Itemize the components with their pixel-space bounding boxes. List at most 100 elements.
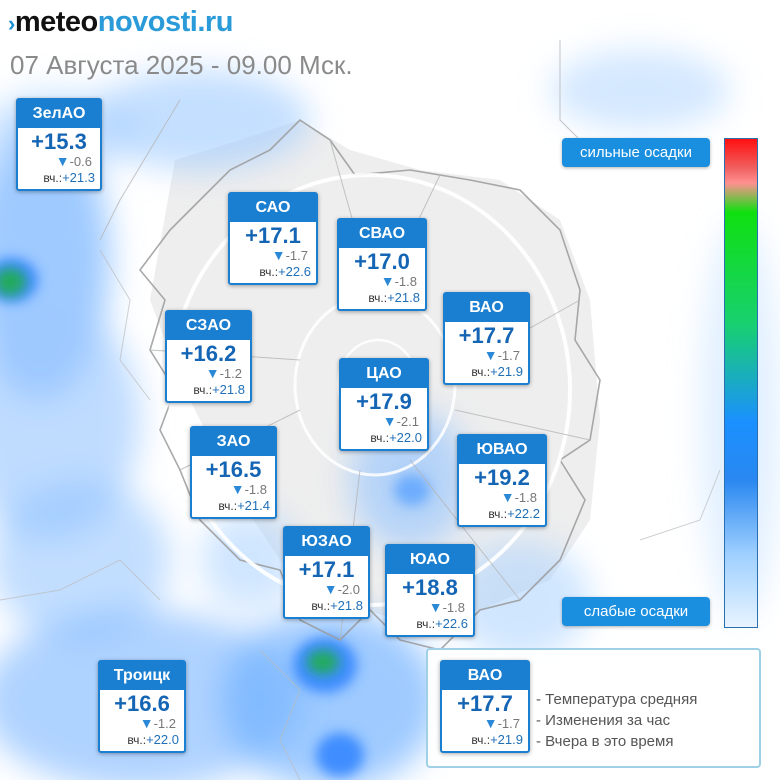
temperature-change: ▼-1.7 xyxy=(442,716,528,732)
legend-item-yesterday: - Вчера в это время xyxy=(536,733,674,750)
district-name: СЗАО xyxy=(167,312,250,340)
district-temperature: +16.6 xyxy=(114,691,170,716)
yesterday-value: +21.8 xyxy=(387,290,420,305)
logo-text-part2: novosti.ru xyxy=(97,6,234,38)
change-value: -1.8 xyxy=(442,600,465,615)
district-card-yuvao[interactable]: ЮВАО +19.2 ▼-1.8 вч.:+22.2 xyxy=(457,434,547,527)
change-value: -1.8 xyxy=(244,482,267,497)
down-arrow-icon: ▼ xyxy=(230,481,245,497)
yesterday-value: +22.2 xyxy=(507,506,540,521)
district-name: ЗелАО xyxy=(18,100,100,128)
yesterday-value: +21.4 xyxy=(237,498,270,513)
change-value: -1.7 xyxy=(497,348,520,363)
district-temperature: +15.3 xyxy=(31,129,87,154)
yesterday-temperature: вч.:+21.8 xyxy=(339,289,425,309)
district-name: СВАО xyxy=(339,220,425,248)
temperature-change: ▼-0.6 xyxy=(18,154,100,170)
change-value: -1.7 xyxy=(285,248,308,263)
down-arrow-icon: ▼ xyxy=(382,413,397,429)
district-card-troitsk[interactable]: Троицк +16.6 ▼-1.2 вч.:+22.0 xyxy=(98,660,186,753)
yesterday-label: вч.: xyxy=(416,617,436,631)
district-temperature: +17.1 xyxy=(245,223,301,248)
district-card-zelao[interactable]: ЗелАО +15.3 ▼-0.6 вч.:+21.3 xyxy=(16,98,102,191)
district-name: ЮАО xyxy=(387,546,473,574)
district-card-yuzao[interactable]: ЮЗАО +17.1 ▼-2.0 вч.:+21.8 xyxy=(283,526,370,619)
temperature-change: ▼-2.0 xyxy=(285,582,368,598)
yesterday-label: вч.: xyxy=(218,499,238,513)
change-value: -2.0 xyxy=(337,582,360,597)
yesterday-temperature: вч.:+22.6 xyxy=(387,615,473,635)
district-name: САО xyxy=(230,194,316,222)
yesterday-temperature: вч.:+21.4 xyxy=(192,497,275,517)
yesterday-temperature: вч.:+22.2 xyxy=(459,505,545,525)
district-card-szao[interactable]: СЗАО +16.2 ▼-1.2 вч.:+21.8 xyxy=(165,310,252,403)
temperature-change: ▼-1.7 xyxy=(445,347,528,364)
district-name: ЗАО xyxy=(192,428,275,456)
district-card-vao[interactable]: ВАО +17.7 ▼-1.7 вч.:+21.9 xyxy=(443,292,530,385)
yesterday-value: +21.3 xyxy=(62,170,95,185)
temperature-change: ▼-1.2 xyxy=(167,365,250,382)
temperature-change: ▼-1.8 xyxy=(339,273,425,290)
site-logo[interactable]: ›meteonovosti.ru xyxy=(8,6,233,39)
down-arrow-icon: ▼ xyxy=(205,365,220,381)
yesterday-label: вч.: xyxy=(368,291,388,305)
district-card-zao[interactable]: ЗАО +16.5 ▼-1.8 вч.:+21.4 xyxy=(190,426,277,519)
yesterday-temperature: вч.:+21.8 xyxy=(167,381,250,401)
temperature-change: ▼-1.8 xyxy=(387,599,473,616)
yesterday-temperature: вч.:+22.6 xyxy=(230,263,316,283)
yesterday-label: вч.: xyxy=(488,507,508,521)
legend-box: ВАО +17.7 ▼-1.7 вч.:+21.9 - Температура … xyxy=(426,648,761,768)
change-value: -1.7 xyxy=(497,716,520,731)
district-name: ЦАО xyxy=(341,360,427,388)
down-arrow-icon: ▼ xyxy=(483,347,498,363)
district-card-cao[interactable]: ЦАО +17.9 ▼-2.1 вч.:+22.0 xyxy=(339,358,429,451)
yesterday-label: вч.: xyxy=(471,733,491,747)
outer-borders xyxy=(0,249,721,780)
district-temperature: +16.2 xyxy=(180,341,237,366)
district-name: Троицк xyxy=(100,662,184,690)
district-card-yuao[interactable]: ЮАО +18.8 ▼-1.8 вч.:+22.6 xyxy=(385,544,475,637)
moscow-boundary xyxy=(138,118,601,651)
district-card-sao[interactable]: САО +17.1 ▼-1.7 вч.:+22.6 xyxy=(228,192,318,285)
forecast-datetime: 07 Августа 2025 - 09.00 Мск. xyxy=(10,50,353,80)
logo-mark: › xyxy=(8,11,15,36)
district-temperature: +17.7 xyxy=(458,323,515,348)
change-value: -1.2 xyxy=(219,366,242,381)
down-arrow-icon: ▼ xyxy=(139,715,154,731)
temperature-change: ▼-2.1 xyxy=(341,413,427,430)
yesterday-temperature: вч.:+22.0 xyxy=(341,429,427,449)
yesterday-label: вч.: xyxy=(43,171,63,185)
yesterday-label: вч.: xyxy=(127,733,147,747)
yesterday-label: вч.: xyxy=(370,431,390,445)
down-arrow-icon: ▼ xyxy=(271,247,286,263)
yesterday-temperature: вч.:+21.8 xyxy=(285,597,368,617)
temperature-change: ▼-1.7 xyxy=(230,247,316,264)
legend-sample-card: ВАО +17.7 ▼-1.7 вч.:+21.9 xyxy=(440,660,530,753)
scale-label-weak: слабые осадки xyxy=(562,597,710,626)
yesterday-label: вч.: xyxy=(259,265,279,279)
yesterday-temperature: вч.:+21.3 xyxy=(18,169,100,189)
yesterday-temperature: вч.:+22.0 xyxy=(100,731,184,751)
district-card-svao[interactable]: СВАО +17.0 ▼-1.8 вч.:+21.8 xyxy=(337,218,427,311)
precipitation-scale-bar xyxy=(724,138,758,628)
change-value: -1.2 xyxy=(153,716,176,731)
change-value: -0.6 xyxy=(69,154,92,169)
district-temperature: +19.2 xyxy=(474,465,530,490)
district-name: ВАО xyxy=(442,662,528,690)
yesterday-value: +21.8 xyxy=(330,598,363,613)
change-value: -1.8 xyxy=(514,490,537,505)
scale-label-strong: сильные осадки xyxy=(562,138,710,167)
yesterday-temperature: вч.:+21.9 xyxy=(445,363,528,383)
temperature-change: ▼-1.8 xyxy=(192,481,275,498)
yesterday-value: +22.0 xyxy=(146,732,179,747)
down-arrow-icon: ▼ xyxy=(428,599,443,615)
yesterday-temperature: вч.:+21.9 xyxy=(442,731,528,751)
legend-item-change: - Изменения за час xyxy=(536,712,671,729)
legend-item-temperature: - Температура средняя xyxy=(536,691,698,708)
district-temperature: +17.7 xyxy=(457,691,513,716)
change-value: -1.8 xyxy=(394,274,417,289)
yesterday-label: вч.: xyxy=(193,383,213,397)
temperature-change: ▼-1.8 xyxy=(459,490,545,506)
down-arrow-icon: ▼ xyxy=(380,273,395,289)
district-temperature: +17.0 xyxy=(354,249,410,274)
